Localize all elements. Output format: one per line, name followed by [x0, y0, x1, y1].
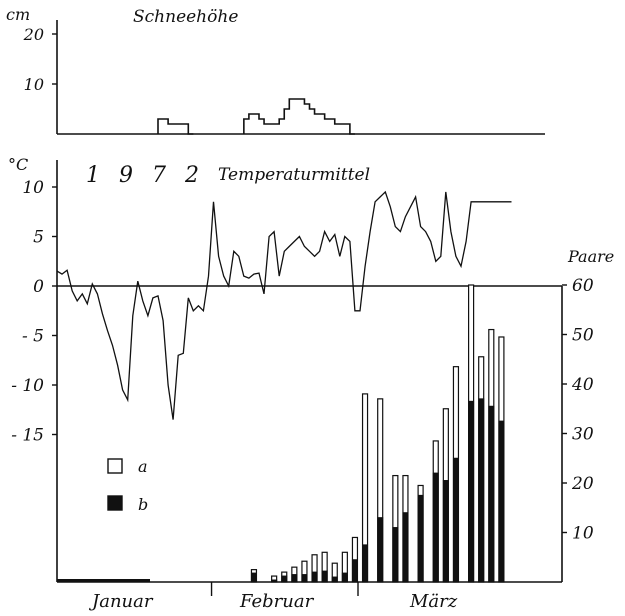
- bar-b: [351, 559, 358, 583]
- snow-y-unit: cm: [6, 5, 30, 24]
- pairs-tick-label: 20: [571, 474, 594, 494]
- bar-legend: a b: [107, 457, 148, 514]
- bar-b: [301, 574, 308, 583]
- bar-b: [331, 576, 338, 583]
- pairs-tick-label: 60: [572, 276, 594, 296]
- bar-b: [478, 398, 485, 583]
- bar-b: [402, 512, 409, 583]
- legend-label-a: a: [138, 457, 148, 476]
- month-separators: [210, 582, 359, 596]
- temp-y-ticks: 10 5 0 - 5 - 10 - 15: [11, 178, 57, 446]
- pairs-tick-label: 10: [572, 524, 594, 544]
- pairs-tick-label: 50: [572, 326, 594, 346]
- month-label-maerz: März: [409, 591, 458, 611]
- pairs-y-ticks: 10 20 30 40 50 60: [562, 276, 594, 544]
- bar-b: [488, 405, 495, 583]
- pairs-tick-label: 40: [571, 375, 594, 395]
- bar-b: [362, 544, 369, 583]
- snow-depth-series: [157, 98, 355, 135]
- bar-b: [498, 420, 505, 583]
- snow-tick-label: 10: [24, 75, 44, 94]
- bar-b: [281, 575, 288, 583]
- temp-tick-label: - 15: [11, 426, 44, 446]
- legend-swatch-a: [107, 458, 123, 474]
- bar-b: [271, 579, 278, 583]
- snow-title: Schneehöhe: [133, 7, 238, 27]
- pairs-tick-label: 30: [572, 425, 594, 445]
- bar-b: [432, 472, 439, 583]
- temperature-series: [56, 190, 512, 420]
- month-label-januar: Januar: [88, 591, 154, 611]
- bar-b: [341, 572, 348, 583]
- bar-b: [321, 570, 328, 583]
- pairs-bars: [250, 284, 505, 583]
- temp-tick-label: 0: [33, 277, 44, 297]
- temp-tick-label: - 5: [22, 327, 44, 347]
- temp-panel: °C 1 9 7 2 Temperaturmittel Paare 1050- …: [8, 155, 614, 612]
- temp-title: Temperaturmittel: [218, 165, 370, 185]
- january-baseline-band: [57, 579, 150, 582]
- pairs-y-unit: Paare: [567, 247, 614, 266]
- legend-swatch-b: [107, 495, 123, 511]
- temp-tick-label: - 10: [11, 376, 44, 396]
- month-label-februar: Februar: [239, 591, 315, 611]
- bar-b: [417, 494, 424, 583]
- snow-tick-label: 20: [23, 25, 44, 44]
- snow-panel: cm Schneehöhe 10 20: [6, 5, 545, 135]
- bar-b: [250, 572, 257, 583]
- temp-tick-label: 5: [33, 228, 44, 248]
- bar-b: [442, 480, 449, 583]
- temp-y-unit: °C: [8, 155, 28, 174]
- legend-label-b: b: [138, 495, 148, 514]
- bar-b: [392, 527, 399, 583]
- bar-b: [452, 457, 459, 583]
- bar-b: [468, 400, 475, 583]
- bar-b: [291, 574, 298, 583]
- bar-b: [377, 517, 384, 583]
- snow-y-ticks: 10 20: [23, 25, 57, 94]
- bar-b: [311, 571, 318, 583]
- year-label: 1 9 7 2: [86, 163, 205, 188]
- temp-tick-label: 10: [22, 178, 44, 198]
